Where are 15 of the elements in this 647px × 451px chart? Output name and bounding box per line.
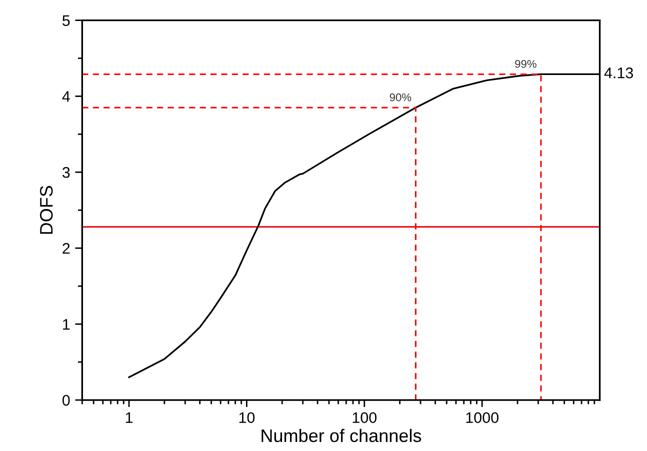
- x-tick-label: 100: [352, 412, 377, 424]
- y-axis-title: DOFS: [40, 186, 53, 234]
- x-axis-title: Number of channels: [262, 428, 422, 442]
- annotation: 4.13: [604, 68, 633, 78]
- y-tick-label: 2: [62, 243, 70, 254]
- annotation: 99%: [515, 60, 536, 68]
- y-tick-label: 3: [62, 167, 70, 178]
- y-tick-label: 0: [62, 394, 70, 406]
- x-tick-label: 1: [126, 412, 133, 423]
- x-tick-label: 1000: [466, 412, 498, 424]
- y-tick-label: 1: [63, 319, 70, 330]
- annotation: 90%: [390, 93, 412, 102]
- x-tick-label: 10: [239, 412, 255, 424]
- y-tick-label: 4: [62, 91, 70, 102]
- y-tick-label: 5: [62, 15, 70, 26]
